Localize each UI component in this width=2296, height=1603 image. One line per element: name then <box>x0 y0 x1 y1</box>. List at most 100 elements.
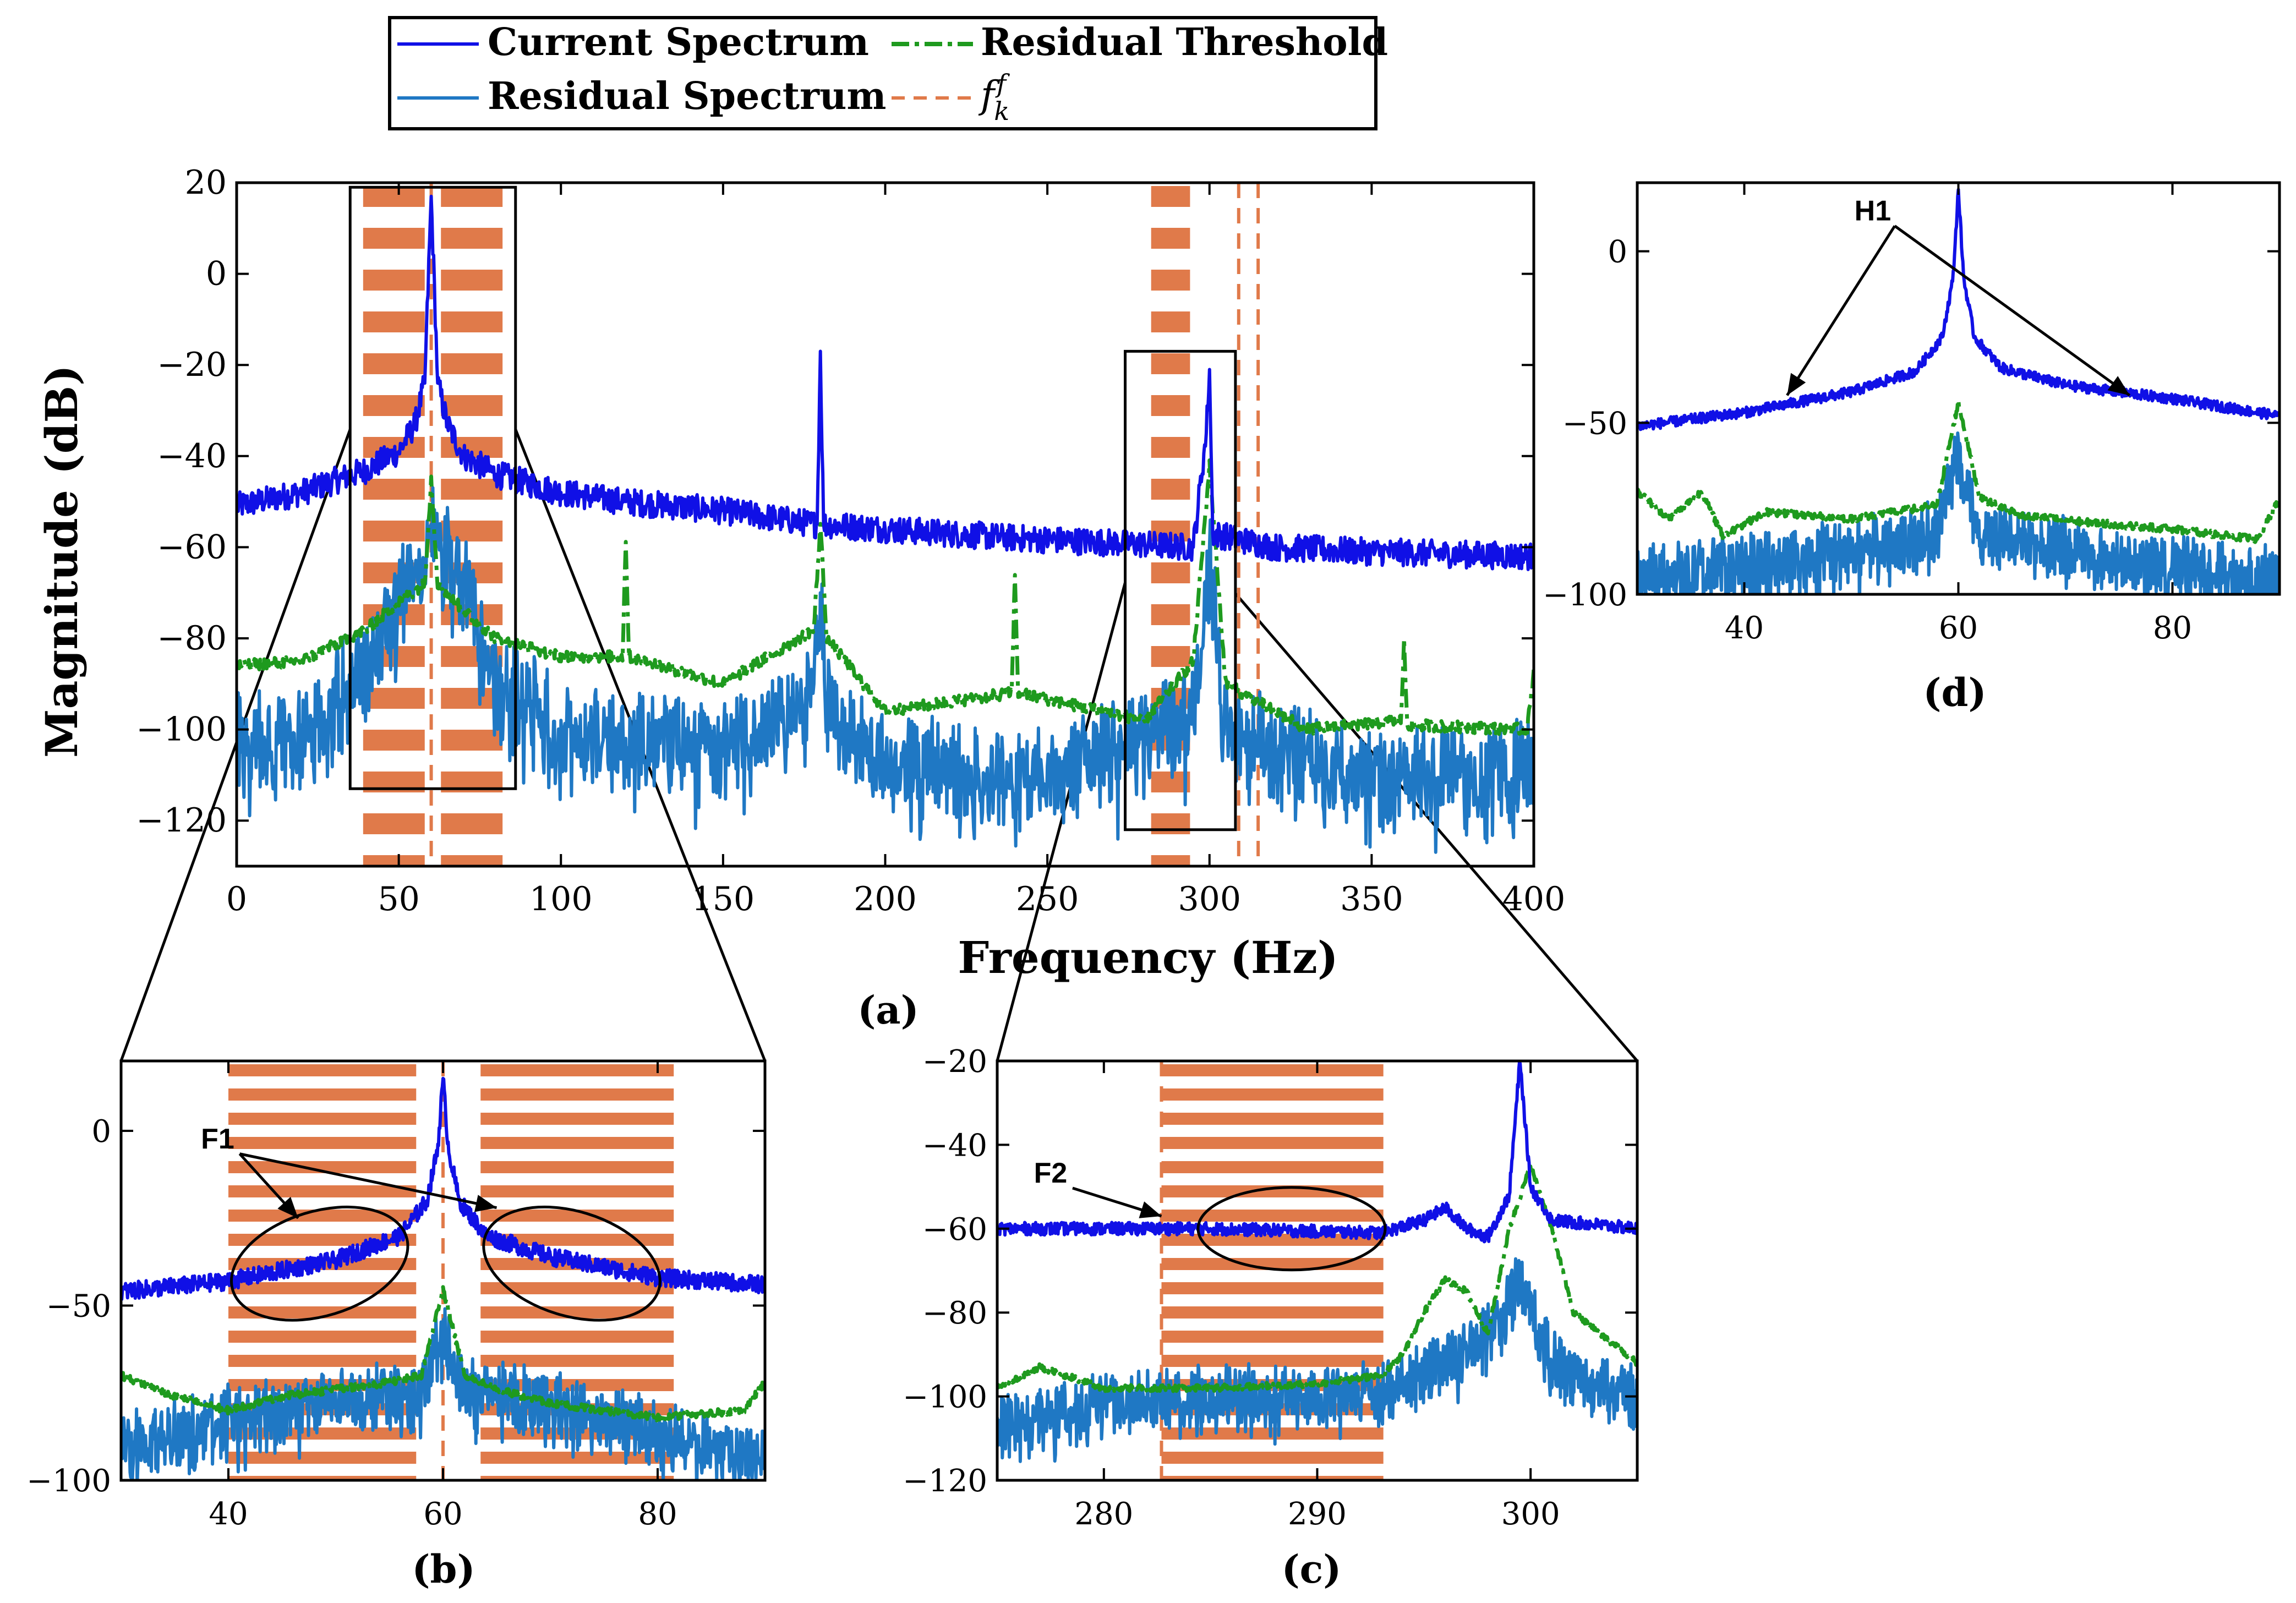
x-tick-label: 250 <box>1016 880 1079 918</box>
zoom-box-1 <box>1124 349 1237 831</box>
band-stripe <box>1161 1161 1384 1173</box>
annotation-arrowhead-0 <box>1139 1201 1162 1218</box>
band-stripe <box>1151 270 1190 291</box>
x-tick-label: 300 <box>1501 1496 1560 1532</box>
band-stripe <box>363 311 425 332</box>
band-stripe <box>1161 1355 1384 1367</box>
band-stripe <box>1151 479 1190 500</box>
y-tick-label: −50 <box>1562 406 1627 441</box>
caption-d: (d) <box>1923 670 1986 715</box>
band-stripe <box>480 1210 674 1222</box>
series-current-spectrum <box>997 1061 1637 1244</box>
band-stripe <box>441 311 503 332</box>
annotation-F1: F1 <box>201 1123 234 1155</box>
x-tick-label: 100 <box>529 880 593 918</box>
band-stripe <box>1161 1185 1384 1197</box>
band-stripe <box>480 1234 674 1246</box>
band-stripe <box>228 1185 417 1197</box>
band-stripe <box>441 353 503 374</box>
band-stripe <box>441 228 503 249</box>
band-stripe <box>1151 855 1190 866</box>
fault-band-1 <box>441 186 503 866</box>
band-stripe <box>363 186 425 207</box>
band-stripe <box>228 1355 417 1367</box>
x-tick-label: 60 <box>423 1496 462 1532</box>
zoom-connector-2 <box>996 582 1127 1062</box>
fault-ellipse-0 <box>1196 1186 1387 1272</box>
x-tick-label: 300 <box>1178 880 1241 918</box>
band-stripe <box>1151 813 1190 834</box>
band-stripe <box>1161 1137 1384 1149</box>
band-stripe <box>1151 311 1190 332</box>
annotation-arrowhead-1 <box>2107 376 2130 396</box>
band-stripe <box>228 1210 417 1222</box>
annotation-arrow-0 <box>1786 225 1896 396</box>
y-tick-label: −40 <box>922 1128 987 1163</box>
band-stripe <box>480 1331 674 1343</box>
band-stripe <box>441 479 503 500</box>
caption-a: (a) <box>857 987 919 1033</box>
y-tick-label: −80 <box>157 619 227 658</box>
x-tick-label: 280 <box>1074 1496 1133 1532</box>
panel-b: 40 60 80 0 −50 −100 F1 <box>26 1059 767 1532</box>
y-tick-label: −120 <box>903 1463 987 1499</box>
series-residual-threshold <box>121 1285 765 1423</box>
band-stripe <box>228 1452 417 1464</box>
y-tick-label: 20 <box>185 163 227 202</box>
y-tick-label: −100 <box>1543 577 1627 613</box>
plot-area <box>237 183 1534 866</box>
legend-residual-label: Residual Spectrum <box>488 74 886 118</box>
y-tick-label: −20 <box>157 346 227 384</box>
fault-ellipse-0 <box>230 1205 409 1322</box>
band-stripe <box>1161 1113 1384 1125</box>
y-tick-label: −100 <box>136 710 227 749</box>
y-tick-label: −100 <box>26 1463 111 1499</box>
band-stripe <box>480 1161 674 1173</box>
y-tick-label: 0 <box>91 1114 111 1150</box>
band-stripe <box>1151 437 1190 458</box>
band-stripe <box>228 1161 417 1173</box>
ylabel-a: Magnitude (dB) <box>36 365 88 758</box>
x-tick-label: 400 <box>1502 880 1566 918</box>
band-stripe <box>363 730 425 751</box>
y-tick-label: −50 <box>46 1289 111 1325</box>
band-stripe <box>363 228 425 249</box>
band-stripe <box>363 813 425 834</box>
plot-area <box>997 1061 1637 1480</box>
series-current-spectrum <box>237 194 1534 571</box>
band-stripe <box>363 270 425 291</box>
band-stripe <box>1151 562 1190 583</box>
band-stripe <box>363 353 425 374</box>
band-stripe <box>1161 1306 1384 1318</box>
band-stripe <box>480 1088 674 1101</box>
band-stripe <box>480 1355 674 1367</box>
band-stripe <box>228 1088 417 1101</box>
band-stripe <box>480 1185 674 1197</box>
y-tick-label: −20 <box>922 1044 987 1080</box>
band-stripe <box>441 813 503 834</box>
band-stripe <box>1161 1427 1384 1440</box>
series-residual-threshold <box>1637 397 2279 544</box>
series-current-spectrum <box>121 1076 765 1301</box>
legend: Current Spectrum Residual Spectrum Resid… <box>388 16 1388 130</box>
band-stripe <box>441 855 503 866</box>
band-stripe <box>1161 1331 1384 1343</box>
band-stripe <box>480 1064 674 1076</box>
band-stripe <box>228 1137 417 1149</box>
y-tick-label: −120 <box>136 801 227 840</box>
band-stripe <box>441 186 503 207</box>
legend-current-label: Current Spectrum <box>488 20 869 64</box>
y-tick-label: 0 <box>206 255 227 293</box>
band-stripe <box>228 1064 417 1076</box>
x-tick-label: 40 <box>1725 610 1764 646</box>
band-stripe <box>441 730 503 751</box>
fault-ellipse-1 <box>482 1205 662 1322</box>
annotation-F2: F2 <box>1034 1157 1068 1189</box>
y-tick-label: −60 <box>922 1212 987 1248</box>
band-stripe <box>228 1113 417 1125</box>
annotation-arrowhead-1 <box>474 1195 497 1212</box>
band-stripe <box>1161 1210 1384 1222</box>
band-stripe <box>228 1306 417 1318</box>
y-tick-label: −60 <box>157 528 227 566</box>
x-tick-label: 40 <box>209 1496 248 1532</box>
